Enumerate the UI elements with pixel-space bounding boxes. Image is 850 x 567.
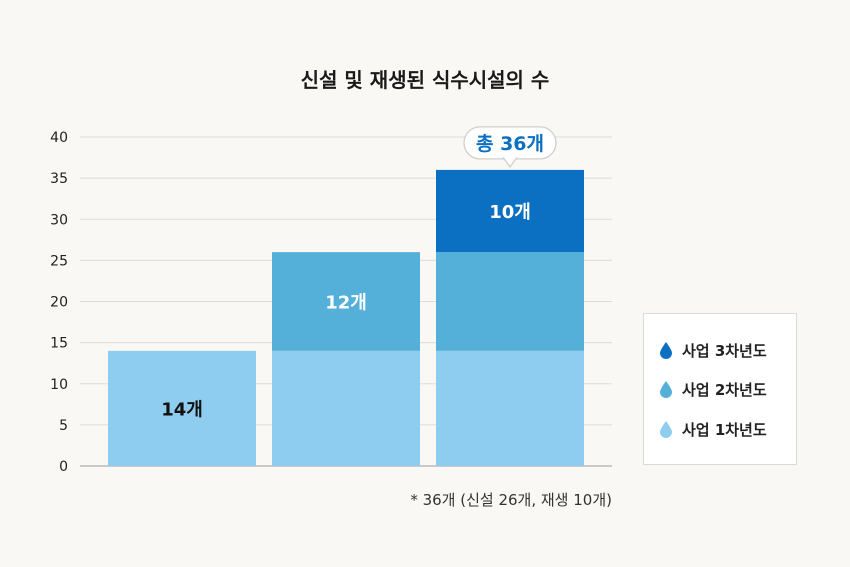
legend-label-year2: 사업 2차년도 [682,381,767,399]
legend-label-year1: 사업 1차년도 [682,421,767,439]
water-drop-icon [660,421,672,438]
footnote: * 36개 (신설 26개, 재생 10개) [410,491,612,509]
total-callout: 총 36개 [463,126,557,168]
y-axis-ticks: 0 5 10 15 20 25 30 35 40 [50,130,68,475]
legend-item-year3: 사업 3차년도 [660,340,767,361]
legend-label-year3: 사업 3차년도 [682,342,767,360]
chart-title: 신설 및 재생된 식수시설의 수 [301,68,550,92]
bar-segment [436,169,584,253]
legend: 사업 3차년도 사업 2차년도 사업 1차년도 [643,313,797,465]
bar-segment [436,252,584,351]
y-tick-label: 25 [50,253,68,269]
y-tick-label: 30 [50,212,68,228]
y-tick-label: 0 [59,459,68,475]
water-drop-icon [660,342,672,359]
water-drop-icon [660,381,672,398]
bar-segment [436,350,584,466]
data-label: 12개 [325,293,367,314]
data-labels: 14개 12개 10개 [161,202,531,420]
y-tick-label: 10 [50,377,68,393]
y-tick-label: 40 [50,130,68,146]
y-tick-label: 15 [50,336,68,352]
y-tick-label: 20 [50,295,68,311]
data-label: 10개 [489,202,531,223]
bar-segment [272,252,420,351]
legend-item-year2: 사업 2차년도 [660,379,767,400]
bars [108,169,584,466]
callout-pointer [502,157,518,168]
data-label: 14개 [161,399,203,420]
y-tick-label: 5 [59,418,68,434]
callout-text: 총 36개 [476,133,544,155]
bar-segment [108,350,256,466]
bar-segment [272,350,420,466]
y-tick-label: 35 [50,171,68,187]
legend-item-year1: 사업 1차년도 [660,419,767,440]
